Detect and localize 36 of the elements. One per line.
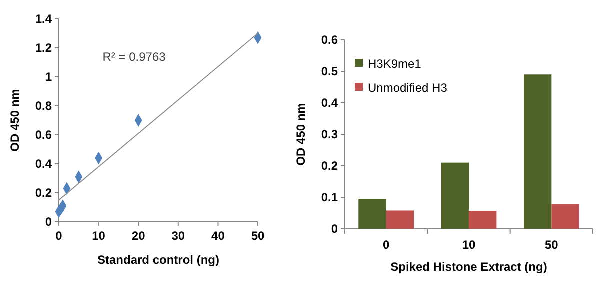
x-tick-label: 50 [544, 238, 559, 252]
x-tick-label: 10 [462, 238, 476, 252]
y-tick-label: 0.6 [35, 128, 52, 142]
y-axis-title: OD 450 nm [294, 103, 308, 166]
bar [524, 74, 552, 229]
x-axis-title: Standard control (ng) [98, 253, 220, 267]
y-tick-label: 0.3 [321, 128, 338, 142]
bar [552, 204, 580, 229]
x-tick-label: 40 [212, 229, 226, 243]
legend-label: Unmodified H3 [368, 81, 448, 96]
y-tick-label: 0.2 [321, 159, 338, 174]
legend-label: H3K9me1 [368, 57, 422, 72]
x-tick-label: 10 [92, 229, 106, 243]
x-tick-label: 0 [56, 229, 63, 243]
x-axis-title: Spiked Histone Extract (ng) [390, 260, 548, 274]
y-tick-label: 1.4 [35, 12, 52, 26]
x-tick-label: 50 [251, 229, 265, 243]
y-tick-label: 0.8 [35, 99, 52, 114]
y-tick-label: 0.4 [35, 157, 52, 172]
y-tick-label: 0.4 [321, 96, 338, 110]
y-tick-label: 0.6 [321, 33, 338, 48]
y-tick-label: 0 [45, 215, 52, 230]
y-tick-label: 0.2 [35, 186, 52, 200]
bar [469, 211, 497, 229]
y-tick-label: 1 [45, 70, 52, 84]
x-tick-label: 30 [172, 229, 186, 243]
y-tick-label: 1.2 [35, 41, 52, 56]
y-tick-label: 0.1 [321, 190, 338, 205]
bar [441, 162, 469, 229]
y-axis-title: OD 450 nm [8, 89, 22, 152]
bar [358, 199, 386, 229]
bar [386, 210, 414, 229]
annotation: R² = 0.9763 [102, 50, 166, 64]
x-tick-label: 20 [132, 229, 146, 243]
x-tick-label: 0 [382, 238, 390, 252]
y-tick-label: 0.5 [321, 64, 338, 79]
